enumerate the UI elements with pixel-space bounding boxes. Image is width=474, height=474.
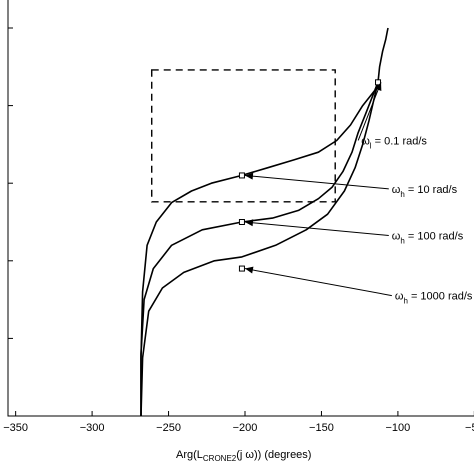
annotation-label: ωh = 100 rad/s [392, 230, 464, 245]
annotation-label: ωl = 0.1 rad/s [361, 135, 427, 150]
x-axis-label: Arg(LCRONE2(j ω)) (degrees) [176, 449, 311, 463]
arrow-head [244, 266, 254, 274]
arrow-head [244, 219, 254, 227]
annotation-arrow [244, 174, 389, 190]
marker [238, 219, 245, 225]
annotation-label: ωh = 10 rad/s [392, 184, 458, 199]
annotation-arrow [357, 82, 382, 141]
marker [238, 172, 245, 179]
x-tick-label: −100 [386, 422, 411, 434]
y-axis [8, 27, 13, 417]
series-group [140, 27, 389, 417]
arrow-head [374, 82, 382, 92]
x-tick-label: −250 [156, 422, 181, 434]
annotation-arrow [244, 221, 389, 236]
x-tick-label: −300 [80, 422, 105, 434]
x-tick-label: −200 [233, 422, 258, 434]
x-tick-label: −350 [3, 422, 28, 434]
x-tick-label: −150 [309, 422, 334, 434]
annotations-group: ωl = 0.1 rad/s ωh = 10 rad/s ωh = 100 rad/… [244, 82, 473, 306]
series-line-1 [140, 27, 389, 416]
x-axis: −350 −300 −250 −200 −150 −100 −50 [3, 411, 474, 434]
annotation-arrow [244, 268, 392, 297]
template-box [151, 69, 336, 203]
plot-area [7, 0, 474, 417]
series-line-2 [140, 82, 379, 416]
arrow-head [244, 172, 254, 180]
annotation-label: ωh = 1000 rad/s [395, 291, 473, 306]
markers-group [238, 79, 382, 272]
marker [238, 265, 245, 272]
series-line-3 [140, 82, 379, 417]
x-tick-label: −50 [465, 422, 474, 434]
